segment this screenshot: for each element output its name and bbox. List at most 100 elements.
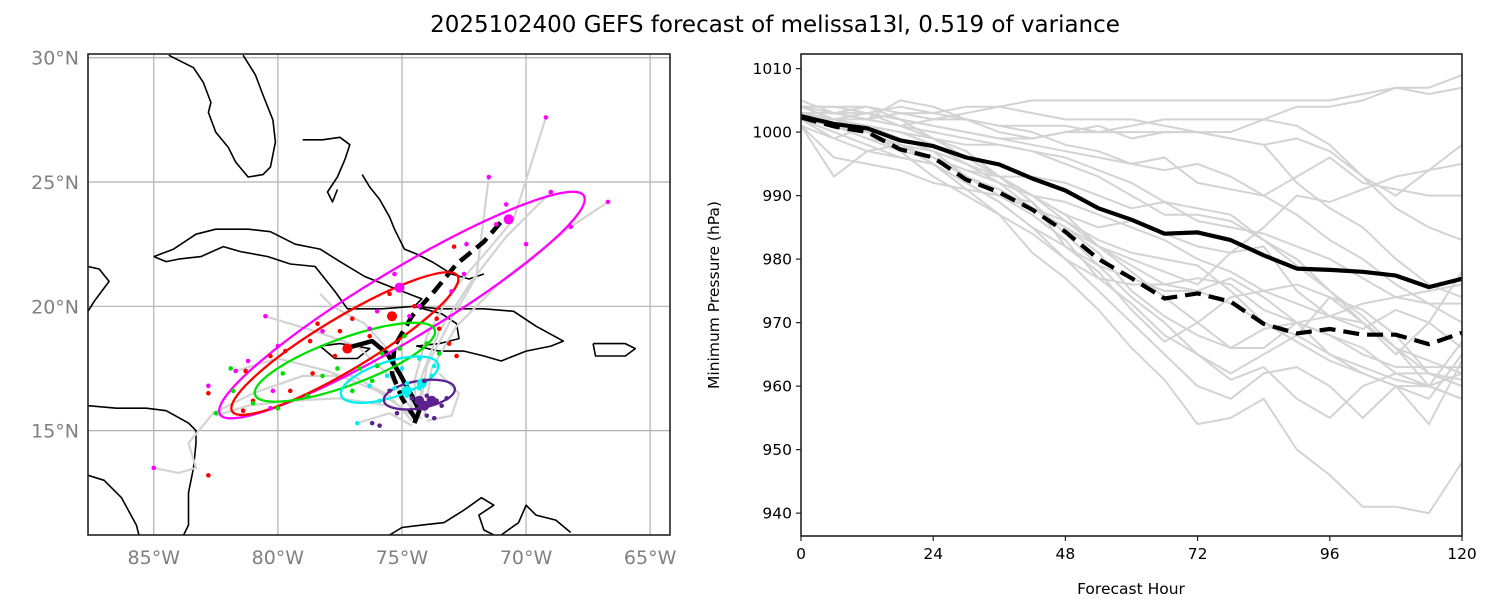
member-position-dot [417, 304, 422, 309]
member-position-dot [335, 366, 340, 371]
member-position-dot [275, 343, 281, 349]
x-axis-label: Forecast Hour [1077, 580, 1185, 598]
coastline [88, 404, 197, 535]
mean-tracks [344, 220, 503, 424]
pressure-ticks: 0 24 48 72 96 120 940 950 960 970 980 990 1000 1010 [753, 60, 1477, 563]
member-position-dot [402, 333, 407, 339]
mean-position-dot [419, 400, 430, 411]
map-lon-tick-label: 80°W [252, 547, 305, 569]
member-position-dot [523, 241, 529, 247]
member-position-dot [436, 351, 442, 356]
member-pressure-line [801, 105, 1462, 299]
member-position-dot [357, 366, 363, 371]
coastline [302, 136, 351, 203]
map-gridlines [88, 54, 670, 535]
member-pressure-line [801, 112, 1462, 419]
member-position-dot [320, 328, 325, 334]
member-position-dot [233, 368, 238, 374]
pressure-chart-axes: 0 24 48 72 96 120 940 950 960 970 980 990 1000 1010 F… [705, 53, 1477, 598]
member-position-dot [409, 395, 415, 401]
member-position-dot [436, 326, 442, 331]
member-positions [151, 115, 611, 478]
y-tick-label: 990 [762, 187, 792, 205]
track-map-axes: 85°W 80°W 75°W 70°W 65°W 30°N 25°N 20°N 15°N [31, 48, 676, 569]
member-position-dot [230, 388, 236, 394]
member-position-dot [228, 366, 234, 371]
mean-pressure-line [801, 114, 1462, 290]
member-position-dot [337, 328, 343, 334]
member-pressure-lines [801, 74, 1462, 515]
mean-dashed-track [389, 220, 503, 422]
y-tick-label: 980 [762, 251, 792, 269]
member-position-dot [374, 308, 380, 314]
member-position-dot [369, 420, 375, 426]
member-position-dot [250, 400, 256, 406]
member-track [356, 412, 413, 427]
member-position-dot [213, 410, 219, 416]
member-position-dot [354, 420, 360, 426]
member-pressure-line [801, 74, 1462, 115]
member-position-dot [320, 373, 325, 379]
cyan-ellipse [339, 355, 440, 404]
member-position-dot [206, 473, 211, 478]
member-pressure-line [801, 124, 1462, 400]
member-position-dot [404, 381, 410, 386]
map-lon-tick-label: 75°W [376, 547, 429, 569]
member-position-dot [243, 368, 248, 374]
member-position-dot [283, 348, 288, 354]
member-position-dot [429, 373, 435, 379]
figure-title: 2025102400 GEFS forecast of melissa13l, … [430, 12, 1120, 38]
member-position-dot [392, 386, 397, 391]
member-position-dot [268, 405, 273, 411]
member-position-dot [367, 326, 372, 331]
member-position-dot [449, 289, 454, 294]
member-position-dot [605, 199, 611, 205]
member-position-dot [392, 271, 397, 277]
member-position-dot [568, 224, 574, 230]
mean-position-dot [503, 214, 514, 225]
member-position-dot [206, 391, 211, 396]
member-pressure-line [801, 125, 1462, 356]
member-position-dot [434, 316, 440, 322]
member-position-dot [275, 405, 281, 411]
x-tick-label: 24 [923, 545, 943, 563]
member-position-dot [397, 346, 402, 351]
member-pressure-line [801, 105, 1462, 197]
x-tick-label: 96 [1320, 545, 1340, 563]
magenta-ellipse [218, 190, 586, 420]
y-tick-label: 970 [762, 314, 792, 332]
member-position-dot [310, 371, 315, 376]
mean-position-dot [387, 311, 398, 322]
map-tick-labels: 85°W 80°W 75°W 70°W 65°W 30°N 25°N 20°N 15°N [31, 48, 676, 569]
member-position-dot [548, 189, 554, 195]
mean-position-dot [426, 395, 437, 406]
map-lon-tick-label: 85°W [128, 547, 181, 569]
green-ellipse [253, 321, 437, 403]
member-position-dot [387, 291, 392, 297]
y-tick-label: 950 [762, 441, 792, 459]
map-lat-tick-label: 15°N [31, 421, 79, 443]
member-position-dot [461, 271, 467, 277]
mean-position-dot [394, 282, 405, 293]
member-pressure-line [801, 86, 1462, 134]
coastline [168, 54, 277, 178]
member-position-dot [332, 353, 338, 359]
member-position-dot [305, 393, 310, 399]
member-position-dot [439, 403, 444, 409]
member-position-dot [444, 395, 449, 401]
member-position-dot [446, 341, 452, 346]
member-position-dot [315, 321, 320, 327]
member-position-dot [417, 356, 422, 361]
member-pressure-line [801, 112, 1462, 388]
mean-pressure-lines [801, 114, 1462, 347]
member-position-dot [431, 363, 437, 369]
member-pressure-line [801, 105, 1462, 369]
x-tick-label: 120 [1447, 545, 1477, 563]
x-tick-label: 72 [1188, 545, 1208, 563]
member-position-dot [245, 358, 251, 364]
mean-solid-track [344, 338, 422, 424]
member-pressure-line [801, 105, 1462, 426]
member-position-dot [263, 313, 268, 319]
member-position-dot [206, 383, 211, 389]
member-pressure-line [801, 105, 1462, 242]
